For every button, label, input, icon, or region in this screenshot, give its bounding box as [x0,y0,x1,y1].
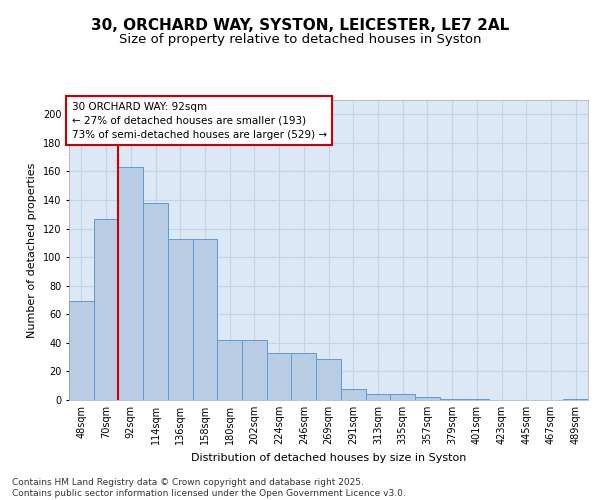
Bar [267,353,292,400]
Bar [217,340,242,400]
Bar [440,398,464,400]
Text: Size of property relative to detached houses in Syston: Size of property relative to detached ho… [119,32,481,46]
Bar [390,394,415,400]
Bar [563,398,588,400]
Bar [118,167,143,400]
X-axis label: Distribution of detached houses by size in Syston: Distribution of detached houses by size … [191,452,466,462]
Text: Contains HM Land Registry data © Crown copyright and database right 2025.
Contai: Contains HM Land Registry data © Crown c… [12,478,406,498]
Bar [193,238,217,400]
Bar [415,397,440,400]
Bar [292,353,316,400]
Text: 30 ORCHARD WAY: 92sqm
← 27% of detached houses are smaller (193)
73% of semi-det: 30 ORCHARD WAY: 92sqm ← 27% of detached … [71,102,327,140]
Text: 30, ORCHARD WAY, SYSTON, LEICESTER, LE7 2AL: 30, ORCHARD WAY, SYSTON, LEICESTER, LE7 … [91,18,509,32]
Bar [94,218,118,400]
Bar [464,398,489,400]
Bar [69,302,94,400]
Bar [168,238,193,400]
Y-axis label: Number of detached properties: Number of detached properties [28,162,37,338]
Bar [143,203,168,400]
Bar [242,340,267,400]
Bar [365,394,390,400]
Bar [341,388,365,400]
Bar [316,358,341,400]
